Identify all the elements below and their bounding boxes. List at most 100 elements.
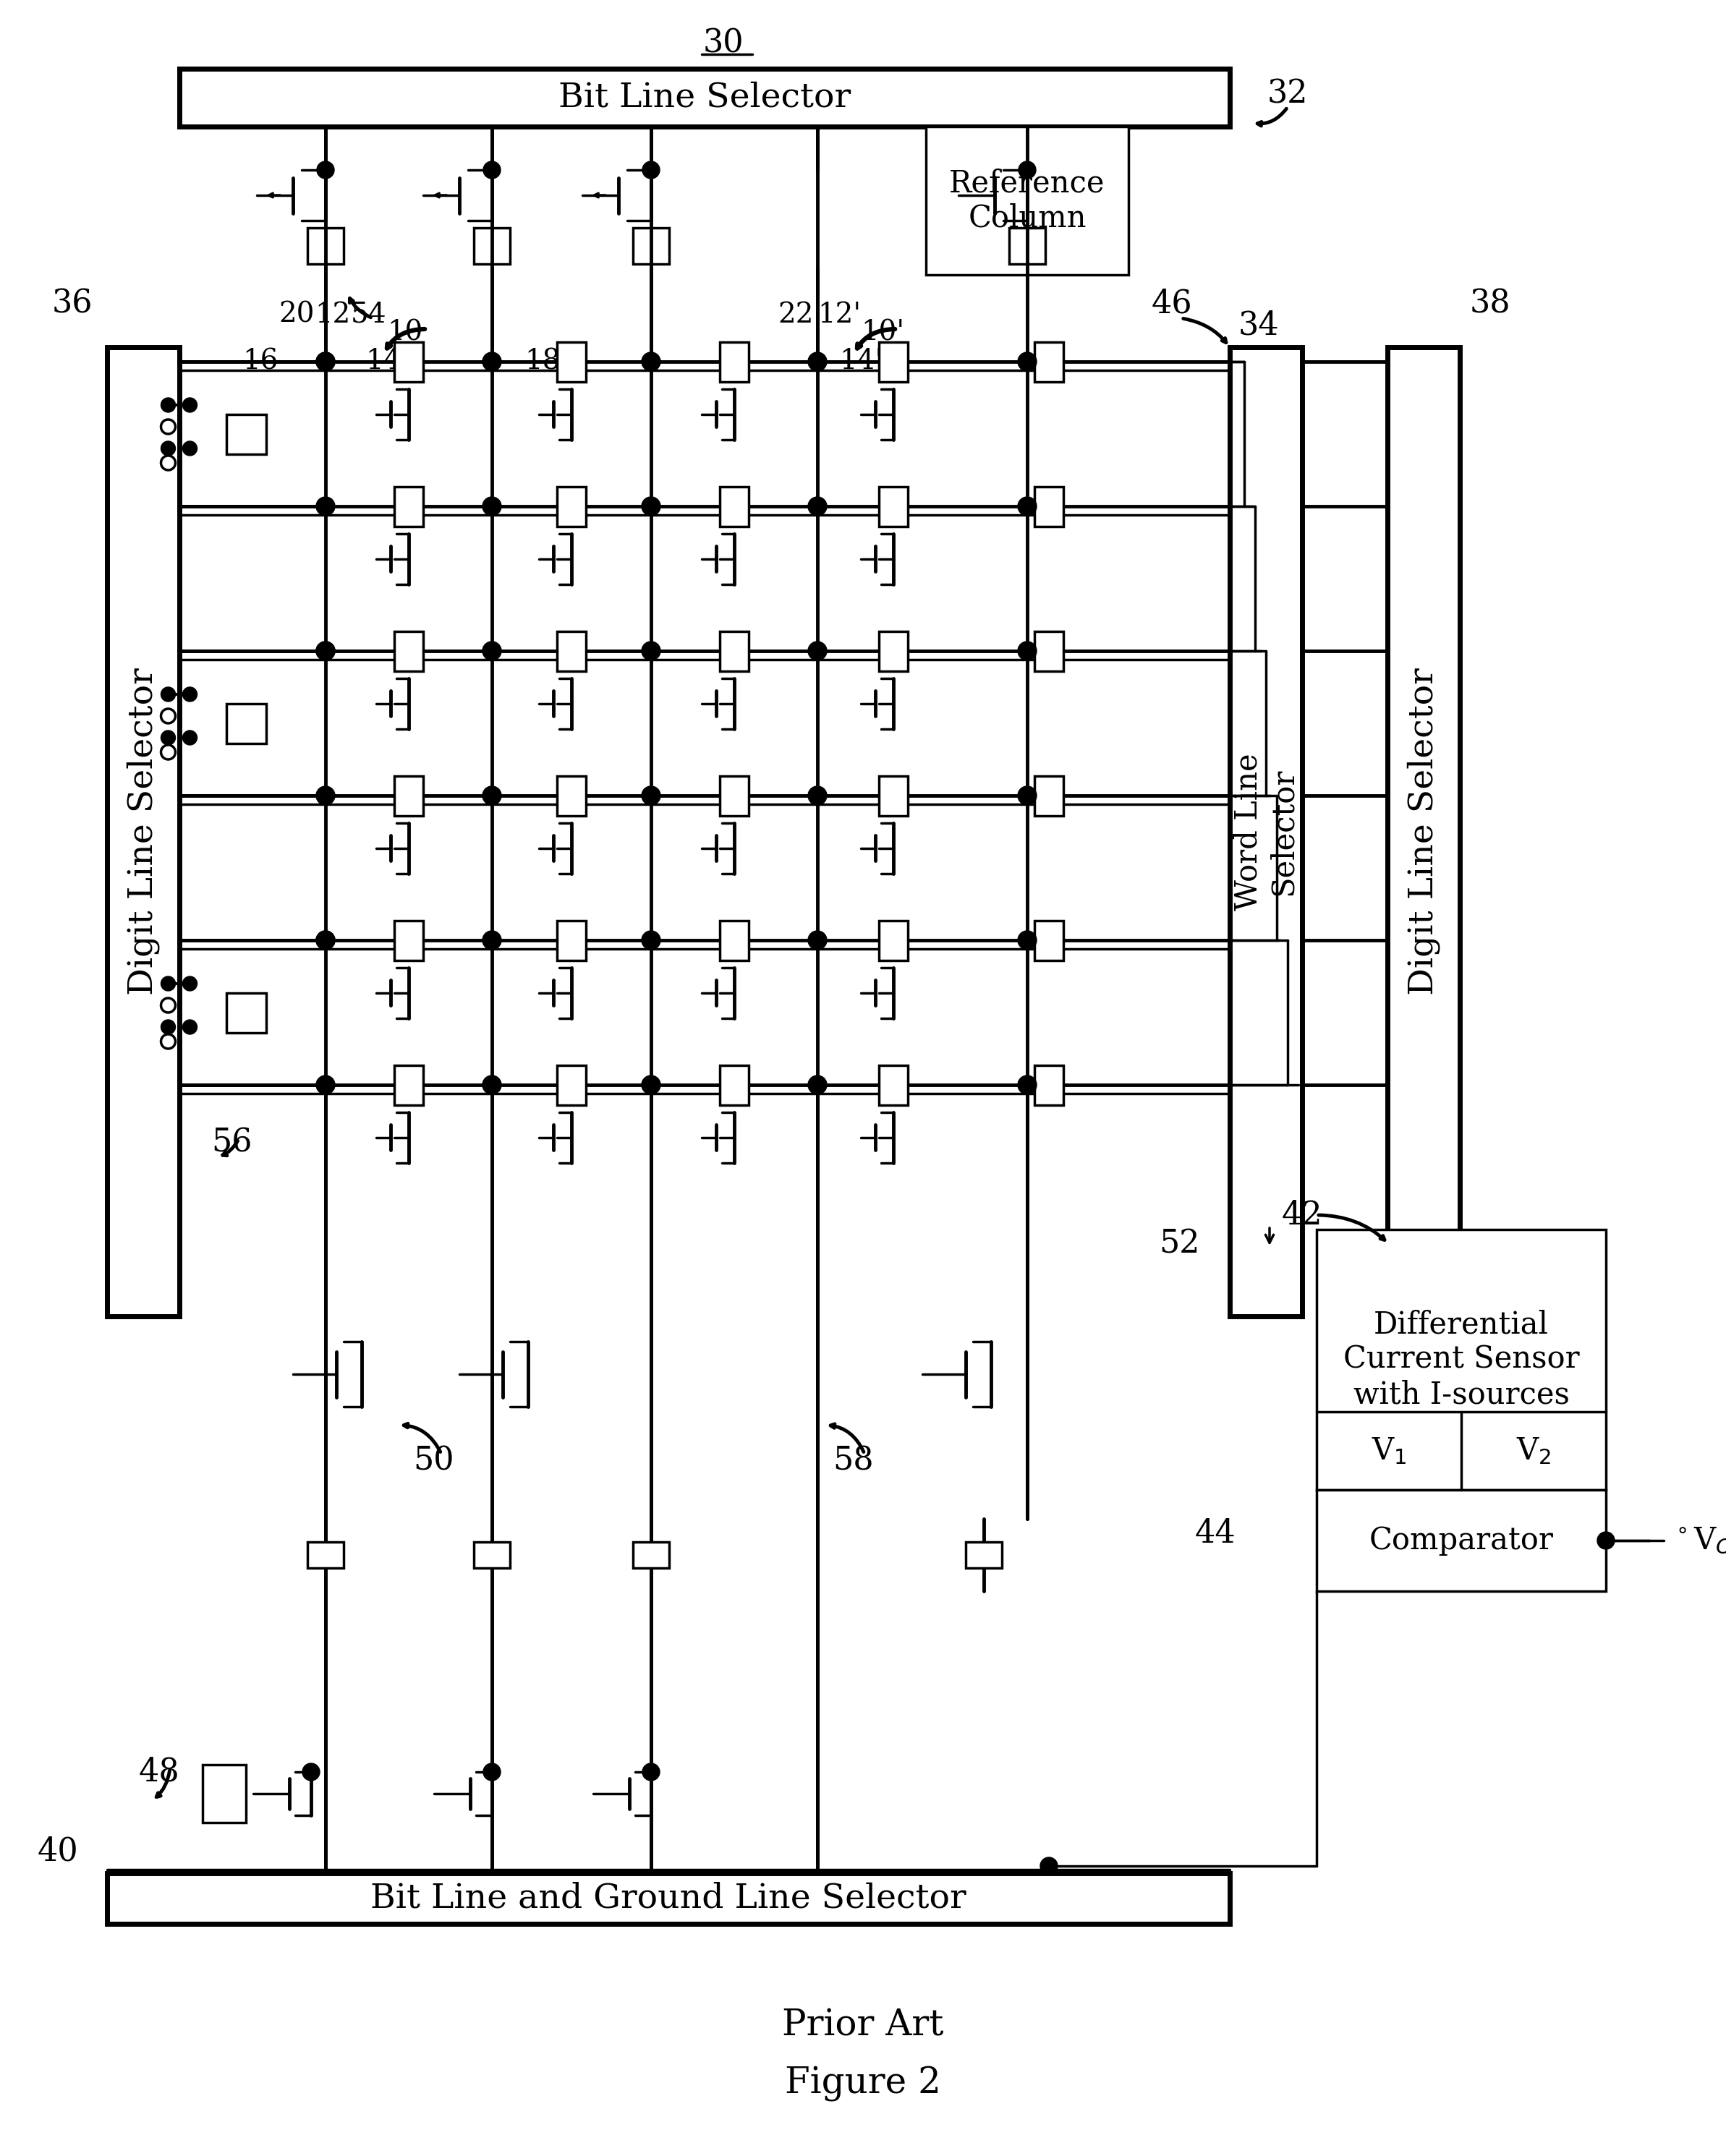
Circle shape (808, 931, 827, 949)
Circle shape (161, 977, 176, 992)
Text: 34: 34 (1238, 310, 1279, 341)
Circle shape (808, 1076, 827, 1095)
Text: 22: 22 (778, 302, 813, 328)
Bar (307, 1542, 343, 1567)
Circle shape (316, 642, 335, 660)
Bar (226, 992, 266, 1033)
Circle shape (642, 496, 661, 515)
Bar (633, 1542, 670, 1567)
Circle shape (1018, 931, 1037, 949)
Bar (557, 776, 585, 815)
Circle shape (483, 1764, 501, 1781)
Text: 10': 10' (861, 319, 904, 347)
Bar (720, 487, 749, 526)
Circle shape (642, 931, 661, 949)
Circle shape (642, 351, 661, 371)
Text: 30: 30 (702, 28, 744, 58)
Bar (1388, 347, 1460, 1317)
Circle shape (1597, 1531, 1614, 1550)
Text: 56: 56 (211, 1128, 252, 1158)
Text: 12': 12' (818, 302, 861, 328)
Text: 14': 14' (839, 349, 882, 375)
Circle shape (483, 787, 501, 804)
Circle shape (1018, 496, 1037, 515)
Bar (1034, 776, 1063, 815)
Bar (394, 776, 423, 815)
Circle shape (1018, 351, 1037, 371)
Bar (720, 776, 749, 815)
Circle shape (316, 931, 335, 949)
Circle shape (808, 787, 827, 804)
Circle shape (161, 688, 176, 701)
Bar (879, 632, 908, 671)
Circle shape (183, 399, 197, 412)
Text: Bit Line and Ground Line Selector: Bit Line and Ground Line Selector (371, 1882, 967, 1915)
Text: 54: 54 (350, 302, 387, 328)
Bar (1010, 229, 1046, 263)
Circle shape (642, 787, 661, 804)
Circle shape (161, 1035, 176, 1048)
Text: 58: 58 (834, 1445, 873, 1477)
Circle shape (316, 496, 335, 515)
Text: 32: 32 (1267, 78, 1308, 110)
Text: 44: 44 (1194, 1518, 1236, 1548)
Bar (720, 921, 749, 959)
Text: 10: 10 (387, 319, 423, 347)
Text: 16: 16 (243, 349, 278, 375)
Text: Prior Art: Prior Art (782, 2007, 944, 2044)
Circle shape (808, 351, 827, 371)
Bar (879, 776, 908, 815)
Text: 52: 52 (1158, 1229, 1200, 1259)
Bar (180, 69, 1229, 127)
Circle shape (1041, 1856, 1058, 1876)
Text: 46: 46 (1151, 289, 1193, 319)
Text: 50: 50 (414, 1445, 454, 1477)
Text: 14: 14 (366, 349, 402, 375)
Text: Reference
Column: Reference Column (949, 168, 1105, 233)
Circle shape (642, 1764, 659, 1781)
Bar (557, 343, 585, 382)
Text: Differential
Current Sensor
with I-sources: Differential Current Sensor with I-sourc… (1343, 1309, 1579, 1410)
Text: 12: 12 (314, 302, 350, 328)
Bar (557, 487, 585, 526)
Circle shape (161, 442, 176, 455)
Bar (720, 632, 749, 671)
Circle shape (1018, 642, 1037, 660)
Circle shape (161, 746, 176, 759)
Circle shape (318, 162, 335, 179)
Circle shape (161, 709, 176, 722)
Bar (879, 343, 908, 382)
Bar (1034, 1065, 1063, 1104)
Bar (1034, 921, 1063, 959)
Circle shape (808, 496, 827, 515)
Circle shape (483, 162, 501, 179)
Bar (720, 343, 749, 382)
Bar (475, 229, 509, 263)
Circle shape (161, 420, 176, 433)
Circle shape (316, 931, 335, 949)
Text: Figure 2: Figure 2 (785, 2065, 941, 2102)
Bar (1317, 1229, 1605, 1490)
Bar (557, 1065, 585, 1104)
Circle shape (161, 1020, 176, 1035)
Bar (967, 1542, 1001, 1567)
Circle shape (642, 162, 659, 179)
Circle shape (808, 642, 827, 660)
Bar (107, 347, 180, 1317)
Text: Comparator: Comparator (1369, 1524, 1553, 1557)
Bar (226, 414, 266, 453)
Circle shape (483, 351, 501, 371)
Circle shape (161, 399, 176, 412)
Bar (1034, 343, 1063, 382)
Text: Digit Line Selector: Digit Line Selector (1407, 668, 1439, 996)
Text: 38: 38 (1471, 289, 1510, 319)
Text: 42: 42 (1282, 1199, 1322, 1231)
Circle shape (161, 455, 176, 470)
Bar (925, 127, 1129, 274)
Circle shape (316, 642, 335, 660)
Text: $^\circ$V$_{OUT}$: $^\circ$V$_{OUT}$ (1671, 1524, 1726, 1557)
Bar (557, 921, 585, 959)
Text: Word Line
Selector: Word Line Selector (1232, 752, 1298, 910)
Circle shape (1018, 162, 1036, 179)
Circle shape (183, 442, 197, 455)
